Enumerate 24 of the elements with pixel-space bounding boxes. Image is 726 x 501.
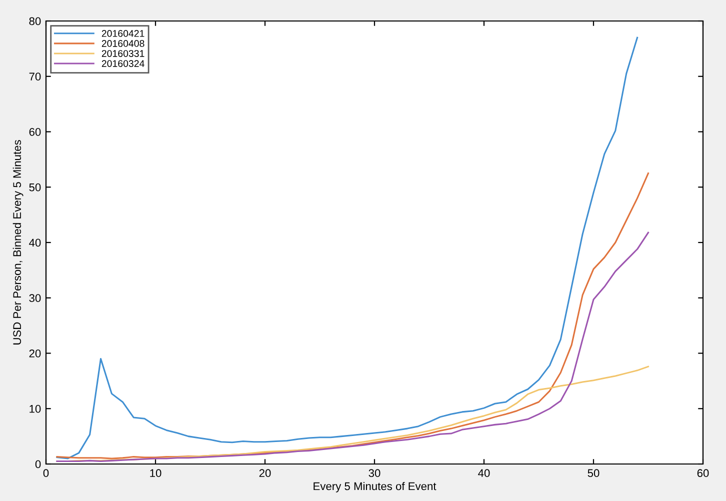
x-tick-label: 20 — [259, 469, 271, 478]
y-tick-label: 40 — [29, 238, 41, 247]
x-tick-label: 0 — [43, 469, 49, 478]
y-tick-label: 30 — [29, 294, 41, 302]
y-tick-label: 70 — [29, 72, 41, 81]
line-series — [56, 36, 638, 460]
x-tick-label: 40 — [478, 469, 490, 478]
legend-label: 20160408 — [102, 40, 144, 47]
legend-label: 20160421 — [102, 30, 144, 37]
x-axis-title: Every 5 Minutes of Event — [314, 482, 436, 492]
x-tick-label: 60 — [697, 469, 709, 478]
legend-label: 20160331 — [102, 50, 144, 57]
x-tick-label: 50 — [588, 469, 600, 478]
y-tick-label: 50 — [29, 183, 41, 192]
line-series — [56, 232, 650, 462]
x-tick-label: 30 — [368, 469, 380, 478]
y-tick-label: 80 — [29, 17, 41, 26]
x-tick-label: 10 — [150, 469, 162, 478]
y-tick-label: 60 — [29, 128, 41, 136]
y-tick-label: 10 — [30, 404, 41, 413]
y-tick-label: 0 — [35, 460, 41, 468]
y-axis-title: USD Per Person, Binned Every 5 Minutes — [12, 140, 24, 344]
y-tick-label: 20 — [29, 350, 41, 358]
legend-label: 20160324 — [102, 60, 144, 67]
